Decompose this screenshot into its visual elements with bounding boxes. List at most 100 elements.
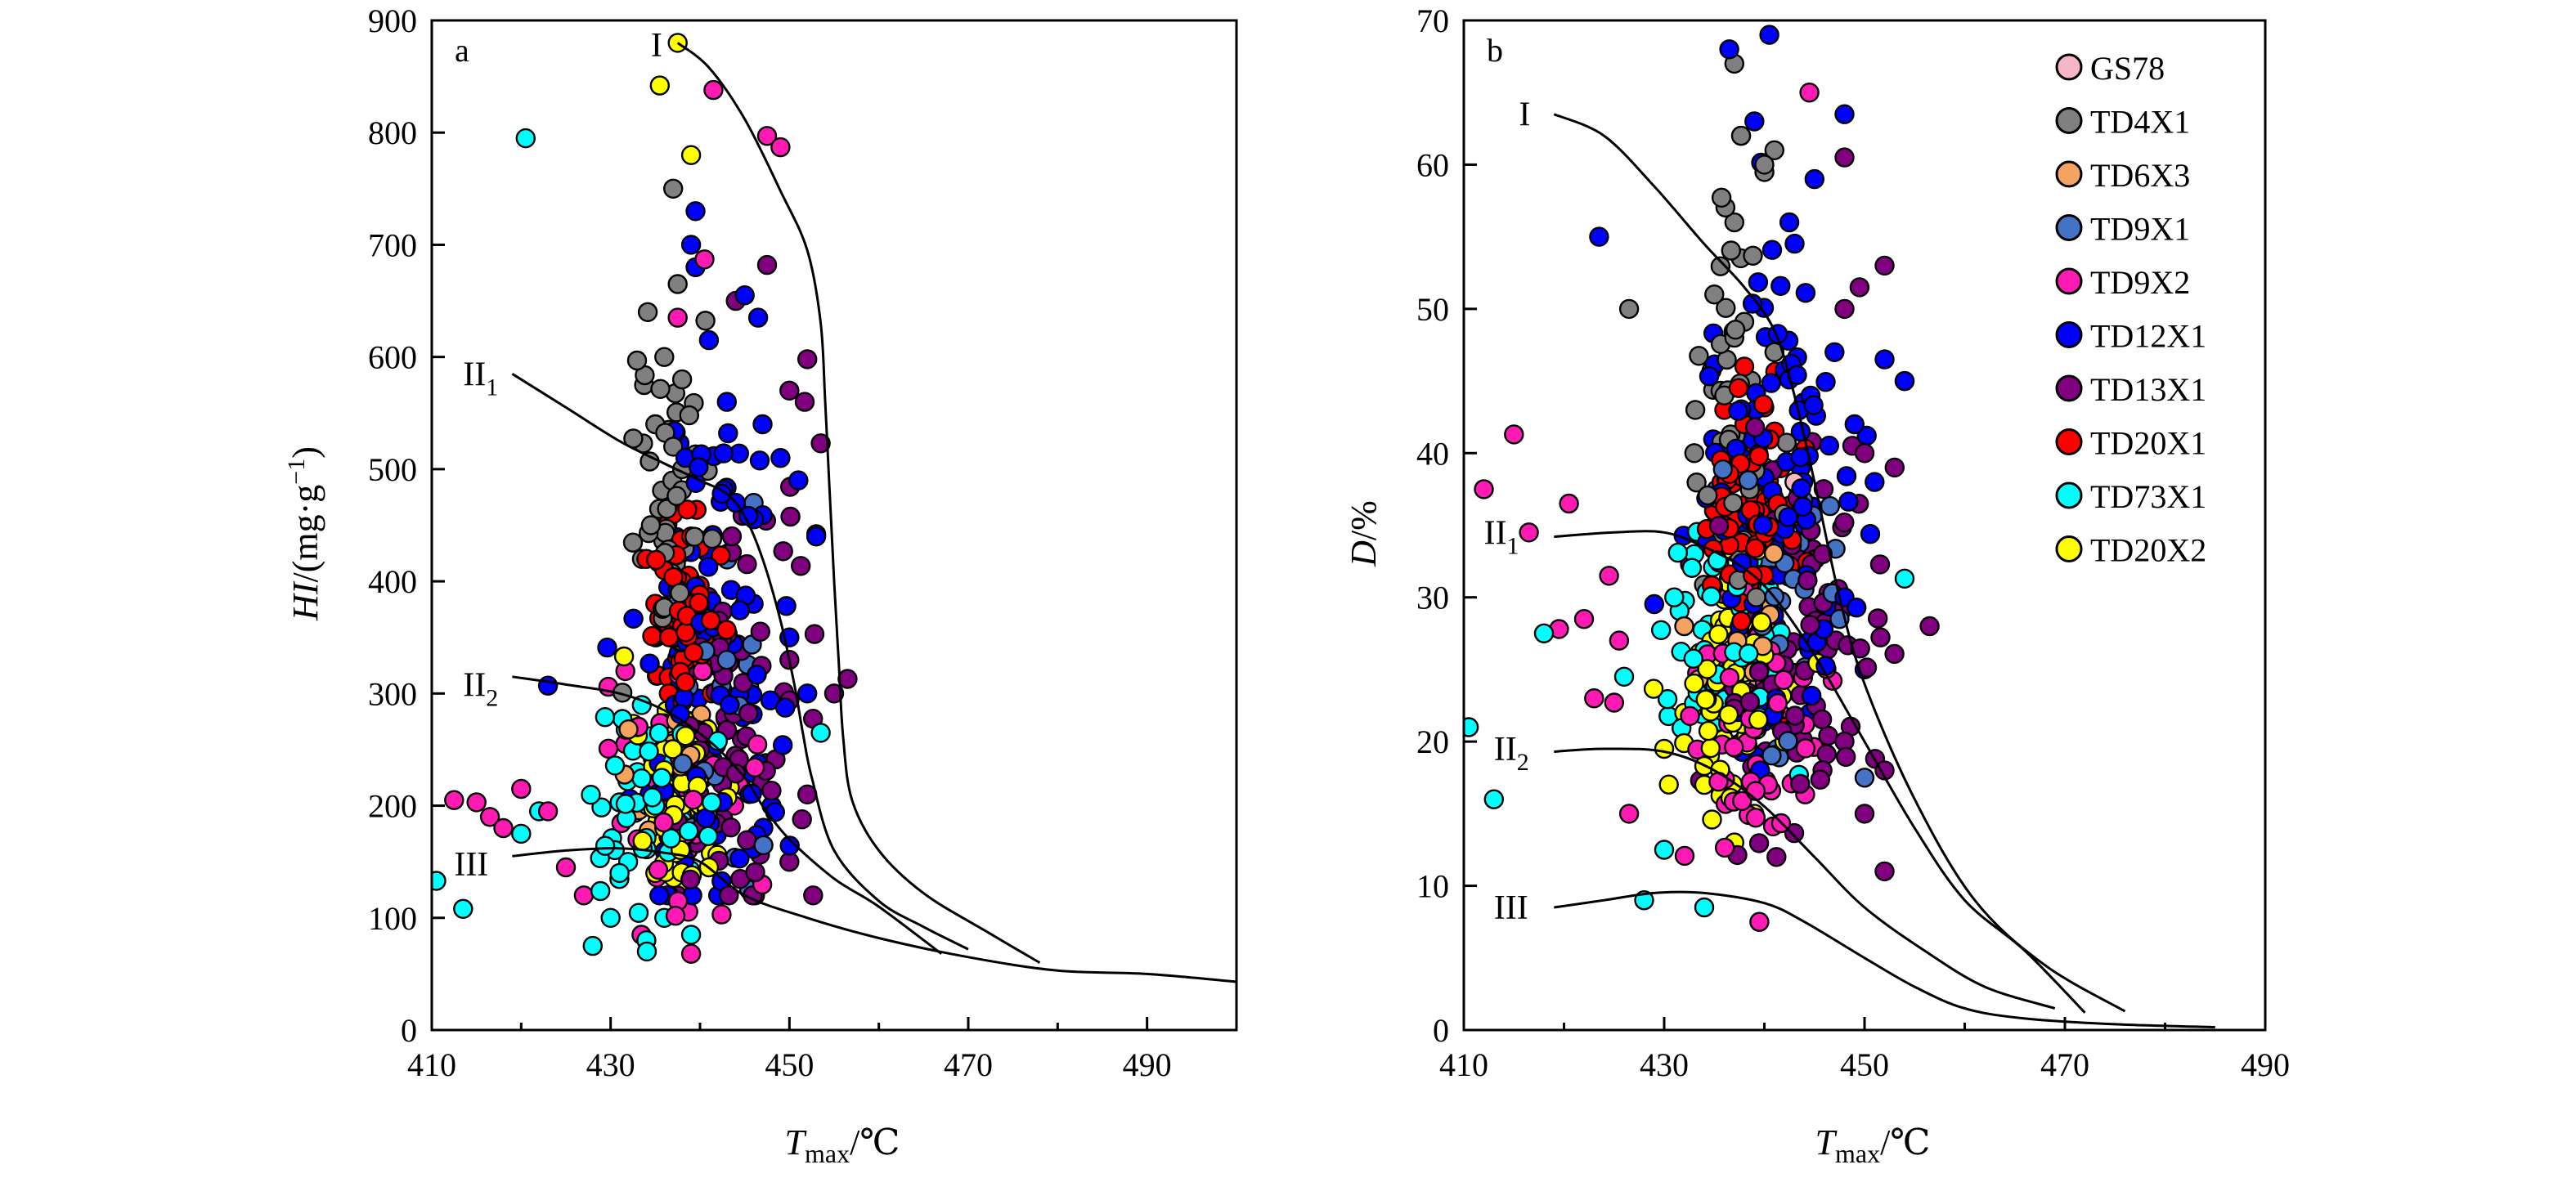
plot-frame (430, 19, 1238, 1032)
point-td13x1 (1919, 616, 1940, 637)
point-td13x1 (737, 553, 757, 575)
y-axis-title-main: HI (285, 580, 325, 621)
point-td13x1 (1849, 277, 1870, 298)
point-td20x1 (642, 625, 662, 647)
point-td73x1 (680, 925, 702, 945)
point-td9x2 (1559, 493, 1579, 514)
point-td13x1 (1800, 615, 1820, 635)
legend-label: TD12X1 (2090, 318, 2206, 355)
point-td13x1 (750, 621, 770, 642)
point-td12x1 (1699, 366, 1720, 387)
curve-label-i: I (651, 27, 662, 65)
point-td20x1 (1753, 394, 1774, 414)
point-td20x1 (677, 499, 698, 520)
point-td73x1 (702, 792, 722, 813)
point-td13x1 (1834, 147, 1855, 168)
curve-ii1 (1554, 530, 2086, 1014)
y-axis-title-rest: /(mg·g (285, 485, 325, 583)
point-td20x1 (689, 593, 709, 613)
x-axis-title-sub: max (1835, 1139, 1880, 1168)
point-td4x1 (1730, 125, 1752, 146)
point-td9x2 (756, 126, 778, 146)
point-td73x1 (453, 898, 473, 920)
curve-label-iii: III (1494, 889, 1528, 927)
point-td73x1 (810, 723, 831, 743)
point-td12x1 (1731, 553, 1752, 573)
point-td20x2 (1751, 612, 1772, 633)
model-curves (1553, 113, 2215, 1028)
legend-marker (2055, 535, 2083, 562)
point-td4x1 (1716, 298, 1736, 318)
point-td9x1 (1778, 731, 1798, 751)
point-td13x1 (824, 683, 845, 704)
point-td73x1 (1683, 648, 1704, 669)
point-td13x1 (738, 703, 759, 723)
point-td4x1 (667, 274, 688, 294)
point-td12x1 (1761, 373, 1782, 393)
point-td4x1 (671, 369, 693, 390)
x-tick-label: 470 (944, 1046, 993, 1083)
y-axis-title-rest: /% (1344, 500, 1384, 540)
point-td13x1 (1784, 822, 1805, 844)
x-axis-title-unit: /℃ (1880, 1122, 1930, 1162)
point-td73x1 (661, 828, 681, 849)
point-td9x2 (770, 137, 791, 158)
point-td9x2 (573, 885, 595, 906)
point-td13x1 (1874, 760, 1895, 781)
point-td13x1 (1874, 255, 1895, 276)
point-td4x1 (626, 350, 648, 371)
point-td12x1 (806, 526, 827, 547)
point-td20x2 (1643, 679, 1664, 699)
point-td13x1 (1790, 773, 1811, 794)
point-td9x2 (1724, 737, 1744, 758)
point-td73x1 (511, 823, 532, 844)
point-td9x2 (1519, 522, 1539, 543)
point-td73x1 (679, 821, 699, 841)
point-td4x1 (1754, 155, 1775, 175)
point-td13x1 (720, 817, 741, 838)
y-tick-label: 20 (1416, 723, 1449, 760)
point-td73x1 (1738, 643, 1759, 664)
point-td12x1 (680, 235, 702, 255)
y-axis: 0 10 20 30 40 50 60 70 D/% (1344, 2, 1477, 1049)
panel-letter: a (455, 32, 469, 69)
point-td13x1 (1708, 516, 1730, 536)
point-td73x1 (604, 755, 626, 776)
y-axis: 0 100 200 300 400 500 600 700 800 900 HI/(mg·g−1) (283, 2, 445, 1049)
point-td73x1 (591, 797, 612, 817)
point-td20x1 (1731, 611, 1752, 632)
curve-ii1 (511, 373, 969, 951)
point-td13x1 (804, 624, 825, 644)
point-td12x1 (747, 307, 769, 328)
point-td12x1 (1846, 598, 1867, 618)
x-tick-label: 410 (1439, 1046, 1488, 1083)
point-td73x1 (628, 903, 649, 923)
point-td12x1 (1770, 275, 1791, 296)
point-td6x3 (1674, 616, 1694, 637)
point-td9x2 (555, 857, 577, 878)
curve-iii (512, 847, 1236, 983)
point-td13x1 (837, 669, 858, 689)
point-td12x1 (1834, 104, 1855, 124)
point-td9x2 (1504, 424, 1524, 445)
point-td9x2 (598, 738, 619, 759)
point-td9x1 (753, 835, 774, 856)
point-td73x1 (642, 787, 662, 808)
legend-marker (2055, 428, 2083, 455)
point-td12x1 (1804, 168, 1825, 190)
point-td4x1 (1710, 256, 1731, 276)
legend-marker (2055, 321, 2083, 348)
point-td13x1 (1869, 554, 1891, 575)
point-td9x2 (1795, 738, 1816, 759)
x-tick-label: 450 (765, 1046, 814, 1083)
point-td12x1 (1795, 283, 1816, 303)
curve-i (1553, 113, 2126, 1013)
point-td4x1 (663, 178, 684, 199)
point-td9x2 (747, 734, 768, 755)
point-td9x2 (703, 79, 724, 101)
point-td13x1 (1850, 638, 1870, 659)
y-tick-label: 50 (1416, 291, 1449, 328)
point-td73x1 (1657, 689, 1678, 710)
point-td13x1 (1835, 746, 1856, 768)
point-td4x1 (1704, 284, 1725, 305)
